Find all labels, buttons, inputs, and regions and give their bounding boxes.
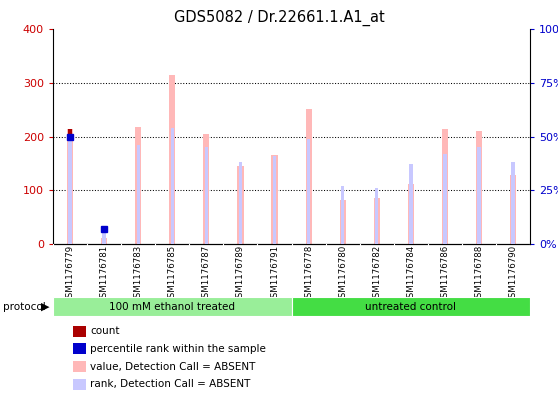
Text: value, Detection Call = ABSENT: value, Detection Call = ABSENT [90,362,256,372]
Text: count: count [90,326,120,336]
Bar [273,156,276,244]
Text: ▶: ▶ [41,301,49,312]
Bar [291,297,530,316]
Bar [237,166,243,244]
Bar [67,129,73,244]
Bar [340,200,346,244]
Bar [511,162,515,244]
Text: 100 mM ethanol treated: 100 mM ethanol treated [109,301,235,312]
Bar [510,175,516,244]
Bar [374,198,380,244]
Text: GSM1176791: GSM1176791 [270,245,279,303]
Text: GSM1176787: GSM1176787 [202,245,211,303]
Bar [306,109,312,244]
Text: GSM1176789: GSM1176789 [236,245,245,303]
Bar [239,162,242,244]
Bar [477,147,480,244]
Text: GSM1176785: GSM1176785 [168,245,177,303]
Bar [203,134,209,244]
Bar [102,238,106,244]
Bar [341,186,344,244]
Text: GSM1176788: GSM1176788 [474,245,483,303]
Text: percentile rank within the sample: percentile rank within the sample [90,344,266,354]
Bar [375,188,378,244]
Text: GSM1176779: GSM1176779 [65,245,75,303]
Text: GSM1176780: GSM1176780 [338,245,347,303]
Text: GSM1176790: GSM1176790 [508,245,518,303]
Bar [443,154,446,244]
Text: protocol: protocol [3,301,46,312]
Bar [169,75,175,244]
Bar [171,128,174,244]
Bar [137,145,140,244]
Bar [271,155,277,244]
Bar [408,184,414,244]
Bar [101,238,107,244]
Bar [476,131,482,244]
Bar [68,129,72,244]
Text: GDS5082 / Dr.22661.1.A1_at: GDS5082 / Dr.22661.1.A1_at [174,10,384,26]
Text: GSM1176782: GSM1176782 [372,245,381,303]
Bar [103,229,106,244]
Text: rank, Detection Call = ABSENT: rank, Detection Call = ABSENT [90,379,251,389]
Bar [68,136,72,244]
Bar [409,164,412,244]
Bar [442,129,448,244]
Text: GSM1176778: GSM1176778 [304,245,313,303]
Bar [53,297,291,316]
Text: untreated control: untreated control [365,301,456,312]
Text: GSM1176783: GSM1176783 [134,245,143,303]
Text: GSM1176781: GSM1176781 [100,245,109,303]
Text: GSM1176784: GSM1176784 [406,245,415,303]
Bar [307,139,310,244]
Bar [135,127,141,244]
Bar [205,147,208,244]
Text: GSM1176786: GSM1176786 [440,245,449,303]
